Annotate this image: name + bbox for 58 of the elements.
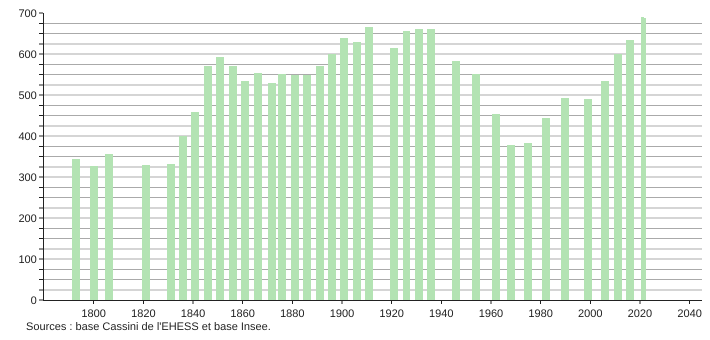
x-tick-label: 2000 xyxy=(578,308,602,320)
y-tick-label: 300 xyxy=(18,172,37,184)
bar xyxy=(507,145,515,300)
bar xyxy=(179,136,187,300)
bar xyxy=(626,40,634,300)
bar xyxy=(415,29,423,300)
bar xyxy=(524,143,532,300)
bar xyxy=(191,112,199,300)
bar xyxy=(229,66,237,300)
bar xyxy=(403,31,410,300)
x-tick-label: 1900 xyxy=(330,308,354,320)
bar xyxy=(542,118,550,300)
y-tick-label: 100 xyxy=(18,254,37,266)
x-tick-label: 1940 xyxy=(429,308,454,320)
bar xyxy=(601,81,609,300)
x-tick-label: 2040 xyxy=(677,308,702,320)
bar xyxy=(216,57,224,300)
bar xyxy=(105,154,113,300)
bar xyxy=(72,159,80,300)
x-tick-label: 2020 xyxy=(628,308,652,320)
bar xyxy=(452,61,460,300)
bar xyxy=(353,42,361,300)
bar xyxy=(278,74,286,300)
y-tick-label: 700 xyxy=(18,8,37,20)
bar xyxy=(561,98,569,300)
bar xyxy=(241,81,249,300)
bar xyxy=(316,66,324,300)
bar xyxy=(390,48,398,300)
bar xyxy=(90,166,98,300)
x-tick-label: 1800 xyxy=(81,308,106,320)
x-tick-label: 1820 xyxy=(131,308,156,320)
y-tick-label: 200 xyxy=(18,212,37,225)
x-tick-label: 1980 xyxy=(528,308,553,320)
bar xyxy=(340,38,348,300)
bar xyxy=(254,73,262,300)
y-tick-label: 400 xyxy=(18,130,37,143)
bar xyxy=(268,83,276,300)
x-tick-label: 1840 xyxy=(180,308,206,320)
bar xyxy=(492,114,500,300)
x-tick-label: 1920 xyxy=(379,308,404,320)
bar xyxy=(472,74,480,300)
bar xyxy=(365,27,373,300)
x-tick-label: 1960 xyxy=(478,308,504,320)
bar xyxy=(303,75,311,300)
y-tick-label: 600 xyxy=(18,48,37,61)
bar xyxy=(328,54,336,300)
y-tick-label: 500 xyxy=(18,90,37,102)
bar xyxy=(204,66,212,300)
bar xyxy=(584,99,592,300)
bar xyxy=(614,54,622,300)
source-note: Sources : base Cassini de l'EHESS et base Insee. xyxy=(26,321,271,333)
y-tick-label: 0 xyxy=(30,294,37,307)
x-tick-label: 1880 xyxy=(280,308,305,320)
bar xyxy=(167,164,175,300)
bar xyxy=(142,165,150,300)
x-tick-label: 1860 xyxy=(230,308,255,320)
bar xyxy=(291,75,299,300)
bar xyxy=(427,29,435,300)
